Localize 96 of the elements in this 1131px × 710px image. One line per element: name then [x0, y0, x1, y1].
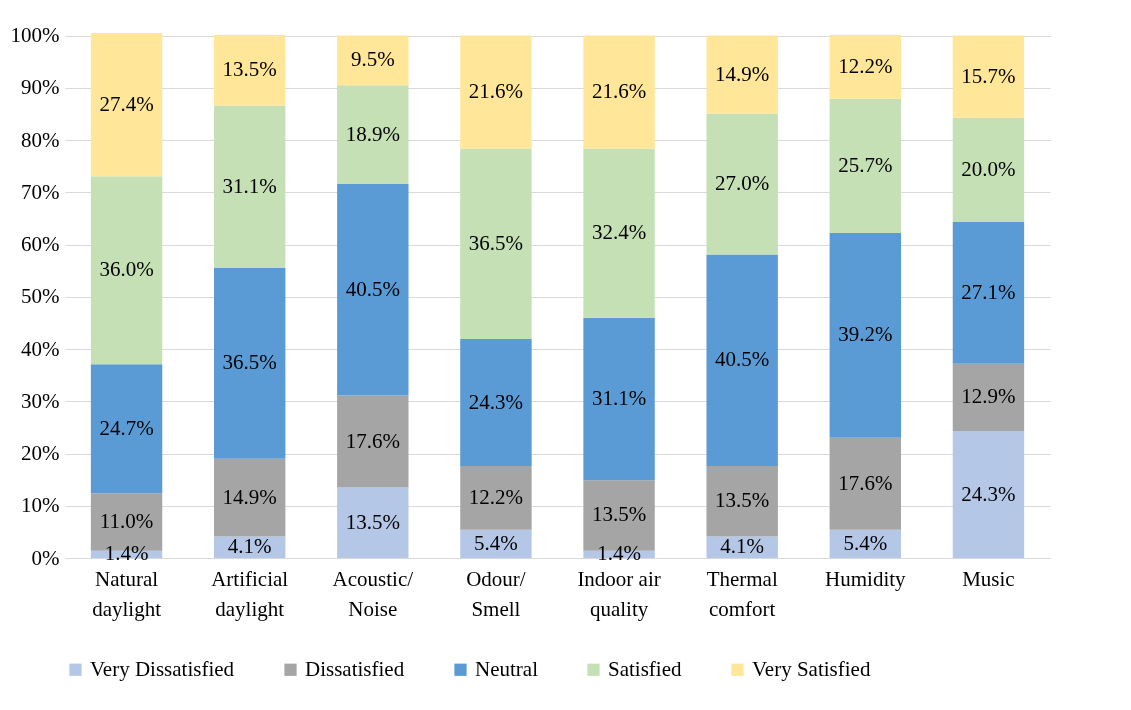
data-label: 1.4% [597, 541, 641, 566]
bar [337, 183, 409, 396]
bar [90, 33, 163, 177]
y-tick-label: 30% [21, 388, 60, 413]
data-label: 24.3% [468, 389, 524, 414]
y-tick-label: 80% [21, 127, 60, 152]
data-label: 17.6% [345, 428, 400, 453]
bar [460, 466, 532, 530]
data-label: 11.0% [99, 508, 154, 533]
y-tick-label: 0% [31, 545, 60, 570]
bar [706, 113, 778, 255]
y-tick-label: 10% [21, 493, 60, 518]
bar [213, 35, 286, 106]
bar [829, 233, 902, 438]
bar [460, 35, 532, 149]
bar [337, 395, 409, 488]
y-tick-label: 60% [21, 232, 60, 257]
data-label: 27.4% [99, 91, 154, 116]
bar [583, 148, 655, 318]
x-tick-label: Natural daylight [92, 566, 162, 621]
y-tick-label: 20% [21, 441, 60, 466]
bar [706, 35, 778, 114]
bar [90, 364, 163, 494]
x-tick-label: Artificial daylight [211, 566, 289, 621]
data-label: 24.7% [99, 415, 154, 440]
bar [460, 148, 532, 340]
data-label: 31.1% [222, 173, 277, 198]
data-label: 9.5% [350, 47, 395, 72]
data-label: 13.5% [591, 502, 647, 527]
data-label: 17.6% [838, 470, 893, 495]
legend-label: Very Dissatisfied [90, 656, 235, 681]
bar [829, 98, 902, 234]
bar [213, 268, 286, 459]
data-label: 36.0% [99, 257, 154, 282]
data-label: 21.6% [591, 79, 647, 104]
x-tick-label: Acoustic/ Noise [332, 566, 414, 621]
data-label: 25.7% [838, 152, 893, 177]
data-label: 1.4% [104, 541, 149, 566]
data-label: 31.1% [591, 385, 647, 410]
legend-label: Dissatisfied [305, 656, 405, 681]
bar [706, 466, 778, 537]
data-label: 4.1% [227, 534, 272, 559]
data-label: 21.6% [468, 79, 524, 104]
y-tick-label: 50% [21, 284, 60, 309]
bar [213, 105, 286, 269]
bar [952, 117, 1025, 223]
y-tick-label: 100% [10, 23, 60, 48]
data-label: 14.9% [222, 484, 277, 509]
data-label: 12.9% [961, 384, 1016, 409]
data-label: 24.3% [961, 481, 1016, 506]
data-label: 27.1% [961, 279, 1016, 304]
data-label: 36.5% [222, 350, 277, 375]
bar [460, 339, 532, 467]
data-label: 13.5% [222, 57, 277, 82]
data-label: 12.2% [468, 484, 524, 509]
x-tick-label: Indoor air quality [577, 566, 661, 621]
x-tick-label: Humidity [825, 566, 907, 591]
y-tick-label: 70% [21, 179, 60, 204]
bar [337, 85, 409, 184]
data-label: 5.4% [474, 530, 518, 555]
x-tick-label: Thermal comfort [706, 566, 778, 621]
x-tick-label: Odour/ Smell [466, 566, 526, 621]
data-label: 39.2% [838, 322, 893, 347]
data-label: 13.5% [345, 509, 400, 534]
bar [952, 363, 1025, 432]
y-tick-label: 40% [21, 336, 60, 361]
bar [90, 176, 163, 365]
bar [337, 487, 409, 558]
bar [583, 35, 655, 149]
data-label: 20.0% [961, 156, 1016, 181]
bar [213, 458, 286, 537]
bar [829, 35, 902, 99]
data-label: 12.2% [838, 53, 893, 78]
x-tick-label: Music [962, 566, 1015, 591]
bar [583, 317, 655, 481]
data-label: 27.0% [715, 170, 770, 195]
bar [952, 431, 1025, 558]
bar [952, 35, 1025, 118]
legend-label: Satisfied [608, 656, 682, 681]
bar [829, 437, 902, 530]
data-label: 18.9% [345, 121, 400, 146]
legend-label: Very Satisfied [752, 656, 871, 681]
data-label: 32.4% [591, 220, 647, 245]
data-label: 40.5% [715, 347, 770, 372]
data-label: 13.5% [715, 488, 770, 513]
bar [706, 254, 778, 467]
data-label: 14.9% [715, 61, 770, 86]
data-label: 5.4% [843, 530, 888, 555]
bar [337, 35, 409, 86]
data-label: 40.5% [345, 276, 400, 301]
data-label: 15.7% [961, 63, 1016, 88]
data-label: 36.5% [468, 230, 524, 255]
data-label: 4.1% [720, 534, 765, 559]
bar [952, 222, 1025, 364]
y-tick-label: 90% [21, 75, 60, 100]
legend-label: Neutral [475, 656, 539, 681]
